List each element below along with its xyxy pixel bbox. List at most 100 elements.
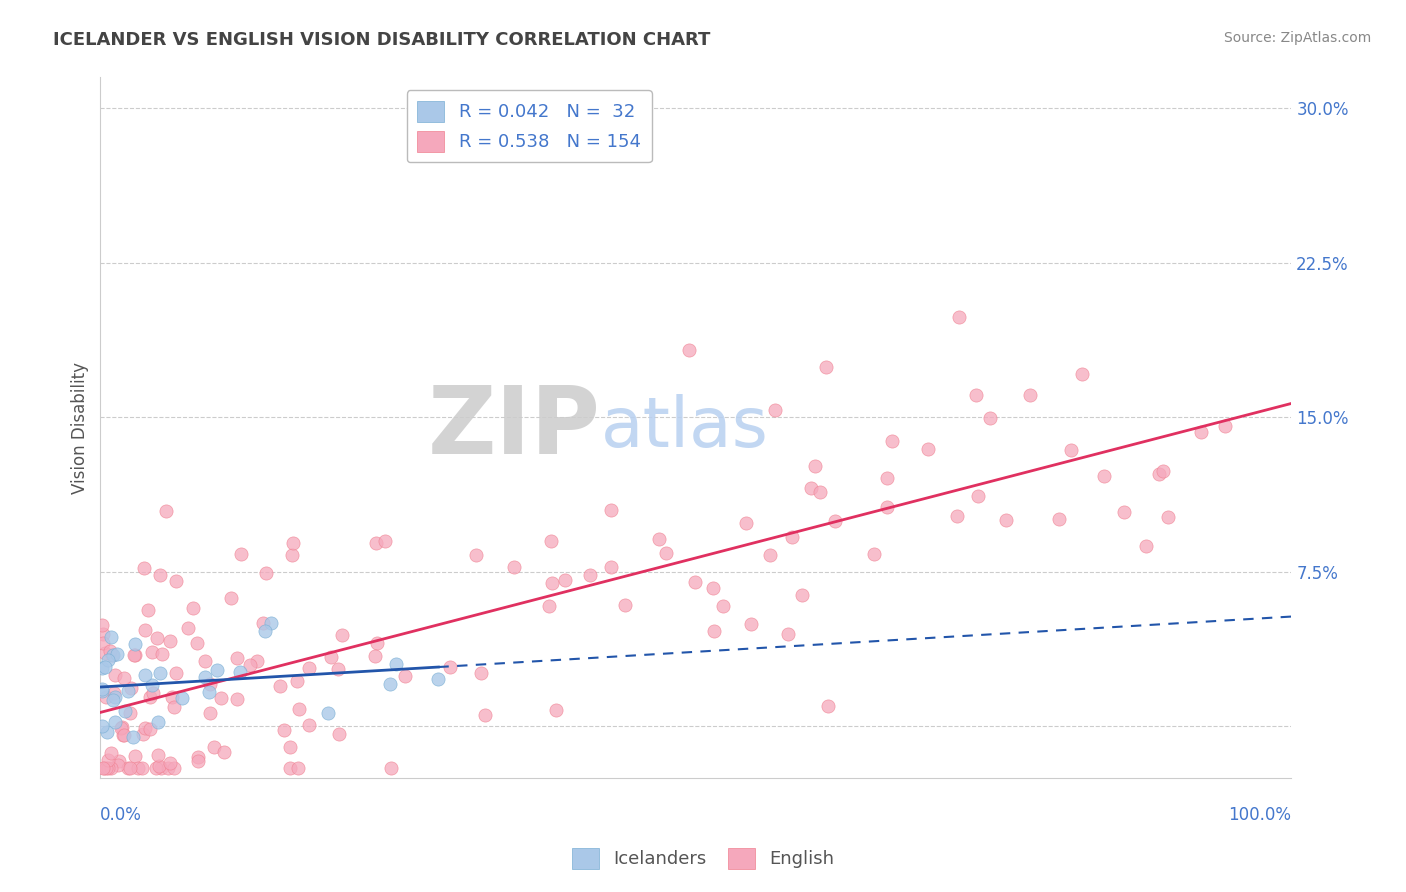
Point xyxy=(502,560,524,574)
Point xyxy=(254,566,277,581)
Point xyxy=(579,567,602,582)
Point xyxy=(1157,510,1180,524)
Point xyxy=(120,761,142,775)
Point xyxy=(229,547,252,561)
Point xyxy=(316,706,339,720)
Point xyxy=(790,588,813,602)
Point xyxy=(804,459,827,474)
Text: atlas: atlas xyxy=(600,394,769,461)
Point xyxy=(163,699,186,714)
Point xyxy=(298,661,321,675)
Point xyxy=(155,504,177,518)
Point xyxy=(91,635,114,649)
Point xyxy=(287,761,309,775)
Point xyxy=(966,489,988,503)
Point xyxy=(136,603,159,617)
Point xyxy=(711,599,734,613)
Point xyxy=(246,654,269,668)
Point xyxy=(172,691,194,706)
Point xyxy=(734,516,756,530)
Point xyxy=(141,678,163,692)
Point xyxy=(1114,505,1136,519)
Point xyxy=(186,636,208,650)
Point xyxy=(948,310,970,325)
Point xyxy=(142,686,165,700)
Point xyxy=(380,677,402,691)
Point xyxy=(599,502,621,516)
Point xyxy=(159,756,181,770)
Point xyxy=(187,750,209,764)
Point xyxy=(800,481,823,495)
Point xyxy=(104,667,127,681)
Point xyxy=(229,665,252,680)
Point xyxy=(124,648,146,662)
Point xyxy=(187,754,209,768)
Point xyxy=(100,648,122,663)
Point xyxy=(117,761,139,775)
Point xyxy=(97,753,120,767)
Point xyxy=(94,761,117,775)
Point xyxy=(209,690,232,705)
Point xyxy=(439,660,461,674)
Point xyxy=(702,582,724,596)
Text: ICELANDER VS ENGLISH VISION DISABILITY CORRELATION CHART: ICELANDER VS ENGLISH VISION DISABILITY C… xyxy=(53,31,711,49)
Point xyxy=(165,574,187,589)
Point xyxy=(1070,368,1092,382)
Point xyxy=(100,630,122,644)
Point xyxy=(319,649,342,664)
Point xyxy=(1019,387,1042,401)
Point xyxy=(100,746,122,760)
Point xyxy=(824,514,846,528)
Point xyxy=(134,667,156,681)
Point xyxy=(122,648,145,663)
Point xyxy=(782,531,804,545)
Point xyxy=(683,574,706,589)
Point xyxy=(808,485,831,500)
Point xyxy=(198,677,221,691)
Point xyxy=(114,704,136,718)
Point xyxy=(394,669,416,683)
Point xyxy=(104,714,127,729)
Point xyxy=(91,661,114,675)
Point xyxy=(200,706,222,721)
Point xyxy=(107,757,129,772)
Point xyxy=(474,708,496,723)
Point xyxy=(273,723,295,738)
Point xyxy=(121,730,143,744)
Point xyxy=(385,657,408,671)
Point xyxy=(470,665,492,680)
Point xyxy=(94,690,117,705)
Point xyxy=(538,599,561,614)
Point xyxy=(162,690,184,705)
Point xyxy=(546,704,568,718)
Point xyxy=(194,670,217,684)
Point xyxy=(759,548,782,562)
Point xyxy=(177,622,200,636)
Point xyxy=(205,663,228,677)
Point xyxy=(1153,464,1175,478)
Point xyxy=(427,672,450,686)
Point xyxy=(655,546,678,560)
Point xyxy=(94,646,117,660)
Point xyxy=(124,748,146,763)
Point xyxy=(138,723,160,737)
Point xyxy=(281,536,304,550)
Point xyxy=(139,690,162,704)
Point xyxy=(149,666,172,681)
Point xyxy=(380,761,402,775)
Point xyxy=(91,626,114,640)
Text: ZIP: ZIP xyxy=(427,382,600,474)
Point xyxy=(146,748,169,763)
Point xyxy=(965,388,987,402)
Point xyxy=(134,721,156,735)
Point xyxy=(96,725,118,739)
Point xyxy=(374,533,396,548)
Point xyxy=(366,636,388,650)
Point xyxy=(288,702,311,716)
Text: 0.0%: 0.0% xyxy=(100,806,142,824)
Point xyxy=(194,654,217,668)
Point xyxy=(127,761,149,775)
Point xyxy=(219,591,242,606)
Point xyxy=(328,727,350,741)
Point xyxy=(278,739,301,754)
